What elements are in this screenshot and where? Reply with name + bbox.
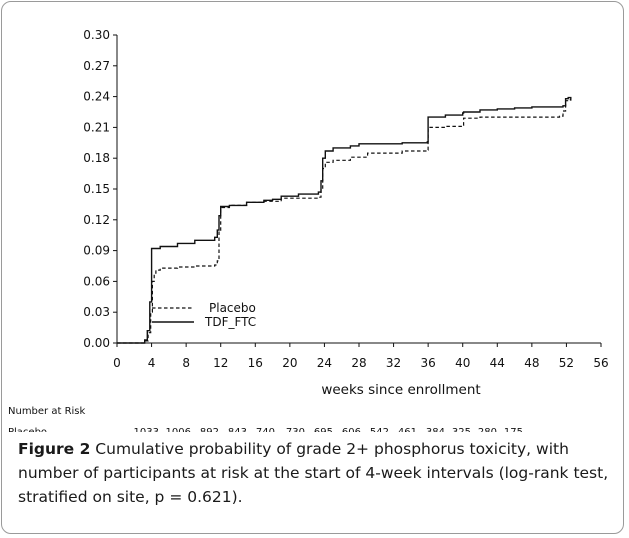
x-tick-label: 8	[182, 356, 190, 370]
x-tick-label: 28	[351, 356, 366, 370]
risk-cell: 325	[452, 427, 471, 432]
risk-cell: 1006	[166, 427, 191, 432]
x-tick-label: 40	[455, 356, 470, 370]
x-tick-label: 16	[248, 356, 263, 370]
y-tick-label: 0.27	[83, 59, 110, 73]
risk-cell: 730	[286, 427, 305, 432]
y-tick-label: 0.06	[83, 274, 110, 288]
x-tick-label: 32	[386, 356, 401, 370]
y-tick-label: 0.09	[83, 244, 110, 258]
y-tick-label: 0.18	[83, 151, 110, 165]
km-chart: 0.00 0.03 0.06 0.09 0.12 0.15 0.18 0.21 0.24 0.27…	[8, 28, 609, 432]
risk-cell: 461	[398, 427, 417, 432]
x-tick-label: 4	[148, 356, 156, 370]
risk-cell: 740	[256, 427, 275, 432]
x-tick-label: 48	[524, 356, 539, 370]
risk-cell: 542	[370, 427, 389, 432]
x-tick-label: 0	[113, 356, 121, 370]
y-tick-label: 0.00	[83, 336, 110, 350]
risk-cell: 843	[228, 427, 247, 432]
y-tick-label: 0.30	[83, 28, 110, 42]
risk-row-label-placebo: Placebo	[8, 427, 47, 432]
x-tick-label: 20	[282, 356, 297, 370]
y-tick-label: 0.03	[83, 305, 110, 319]
risk-cell: 892	[200, 427, 219, 432]
x-tick-label: 44	[490, 356, 505, 370]
y-tick-label: 0.24	[83, 90, 110, 104]
figure-caption: Figure 2 Cumulative probability of grade…	[18, 437, 618, 509]
x-tick-label: 52	[559, 356, 574, 370]
risk-cell: 384	[426, 427, 445, 432]
risk-cell: 280	[478, 427, 497, 432]
x-tick-label: 56	[593, 356, 608, 370]
y-tick-label: 0.12	[83, 213, 110, 227]
y-tick-label: 0.21	[83, 120, 110, 134]
risk-cell: 1033	[134, 427, 159, 432]
legend-label-placebo: Placebo	[209, 301, 256, 315]
x-tick-label: 12	[213, 356, 228, 370]
x-tick-label: 36	[421, 356, 436, 370]
risk-cell: 606	[342, 427, 361, 432]
caption-text: Cumulative probability of grade 2+ phosp…	[18, 440, 609, 506]
x-tick-label: 24	[317, 356, 332, 370]
caption-label: Figure 2	[18, 440, 91, 458]
risk-cell: 695	[314, 427, 333, 432]
y-tick-label: 0.15	[83, 182, 110, 196]
series-line-tdf_ftc	[117, 96, 572, 344]
legend-label-tdf_ftc: TDF_FTC	[204, 315, 256, 329]
risk-table-title: Number at Risk	[8, 406, 86, 417]
series-line-placebo	[117, 99, 572, 344]
risk-cell: 175	[504, 427, 523, 432]
x-axis-title: weeks since enrollment	[321, 382, 480, 398]
